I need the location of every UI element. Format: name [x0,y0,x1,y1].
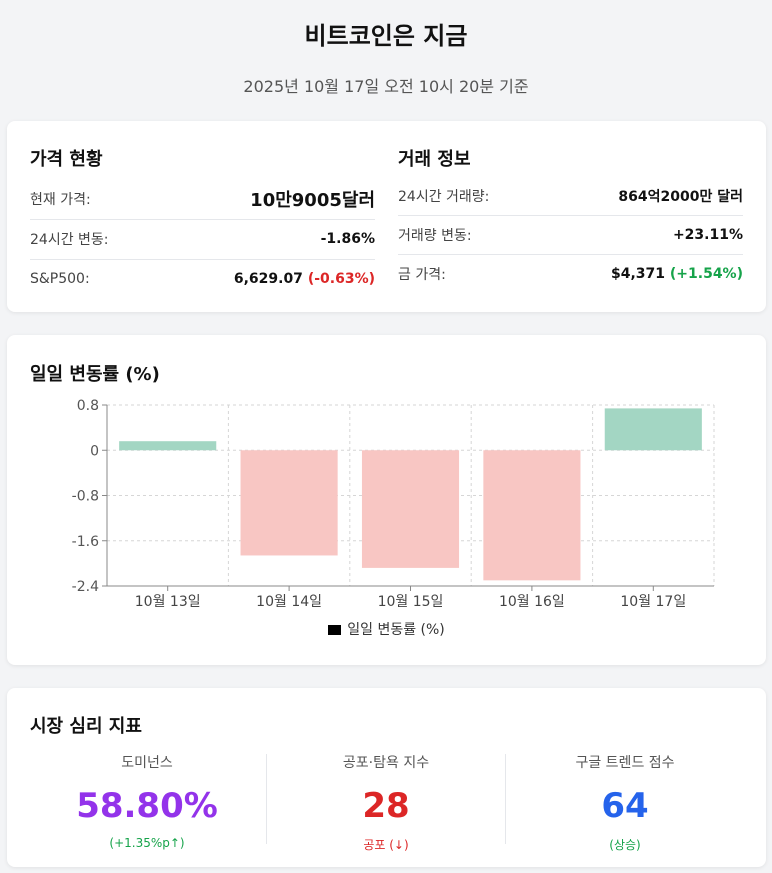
divider [398,254,743,255]
bar [483,450,581,581]
google-trend-label: 구글 트렌드 점수 [575,755,675,771]
gold-price-label: 금 가격: [398,267,446,283]
y-tick-label: -0.8 [72,489,99,505]
gold-price-change: (+1.54%) [669,266,743,282]
dominance-value: 58.80% [76,786,218,826]
gold-price-row: 금 가격: $4,371 (+1.54%) [398,255,743,293]
x-tick-label: 10월 17일 [620,594,686,610]
bar [361,450,460,568]
page-title: 비트코인은 지금 [304,22,468,50]
change-24h-label: 24시간 변동: [30,232,109,248]
trade-info-title: 거래 정보 [398,149,471,170]
fear-greed-label: 공포·탐욕 지수 [342,755,430,771]
change-24h-value: -1.86% [320,231,375,247]
sp500-value: 6,629.07 [233,271,303,287]
legend-swatch [328,625,342,635]
divider [398,215,743,216]
volume-change-row: 거래량 변동: +23.11% [398,216,743,254]
volume-change-value: +23.11% [672,227,743,243]
current-price-label: 현재 가격: [30,192,91,208]
sentiment-card: 시장 심리 지표 도미넌스 58.80% (+1.35%p↑) 공포·탐욕 지수… [7,688,766,867]
metric-separator [266,754,267,844]
gold-price-value-group: $4,371 (+1.54%) [611,266,743,282]
chart-legend: 일일 변동률 (%) [7,619,766,639]
change-24h-row: 24시간 변동: -1.86% [30,220,375,258]
current-price-value: 10만9005달러 [250,190,375,211]
y-tick-label: -2.4 [72,579,99,595]
current-price-row: 현재 가격: 10만9005달러 [30,180,375,218]
google-trend-value: 64 [601,786,649,826]
volume-change-label: 거래량 변동: [398,228,472,244]
x-tick-label: 10월 13일 [135,594,201,610]
bar [604,408,702,451]
google-trend-status: (상승) [609,838,641,852]
volume-24h-row: 24시간 거래량: 864억2000만 달러 [398,177,743,215]
x-tick-label: 10월 14일 [256,594,322,610]
sp500-value-group: 6,629.07 (-0.63%) [234,271,375,287]
sp500-label: S&P500: [30,271,90,287]
y-tick-label: 0.8 [77,398,99,414]
price-status-title: 가격 현황 [30,149,103,170]
dominance-label: 도미넌스 [121,755,173,771]
volume-24h-value: 864억2000만 달러 [618,189,743,205]
fear-greed-value: 28 [362,786,410,826]
sp500-row: S&P500: 6,629.07 (-0.63%) [30,260,375,298]
gold-price-value: $4,371 [610,266,666,282]
price-trade-card: 가격 현황 현재 가격: 10만9005달러 24시간 변동: -1.86% S… [7,121,766,312]
sentiment-title: 시장 심리 지표 [30,716,142,737]
daily-change-bar-chart: 0.8 0 -0.8 -1.6 -2.4 10월 13일 10월 14일 10월 15일 10월… [72,398,715,610]
legend-label: 일일 변동률 (%) [347,622,445,638]
divider [30,259,375,260]
bar [240,450,338,556]
fear-greed-status: 공포 (↓) [363,838,409,852]
google-trend-metric: 구글 트렌드 점수 64 (상승) [506,752,744,853]
volume-24h-label: 24시간 거래량: [398,189,490,205]
timestamp-subtitle: 2025년 10월 17일 오전 10시 20분 기준 [243,77,529,96]
chart-title: 일일 변동률 (%) [30,364,160,385]
divider [30,219,375,220]
y-tick-label: -1.6 [72,534,99,550]
dominance-metric: 도미넌스 58.80% (+1.35%p↑) [28,752,266,850]
daily-change-chart-card: 일일 변동률 (%) 0.8 0 -0.8 -1.6 -2.4 10월 13일 10월 14… [7,335,766,665]
bar [119,441,217,451]
x-tick-label: 10월 15일 [378,594,444,610]
fear-greed-metric: 공포·탐욕 지수 28 공포 (↓) [267,752,505,853]
y-tick-label: 0 [90,443,99,459]
sp500-change: (-0.63%) [307,271,375,287]
dominance-change: (+1.35%p↑) [109,836,185,850]
x-tick-label: 10월 16일 [499,594,565,610]
metric-separator [505,754,506,844]
